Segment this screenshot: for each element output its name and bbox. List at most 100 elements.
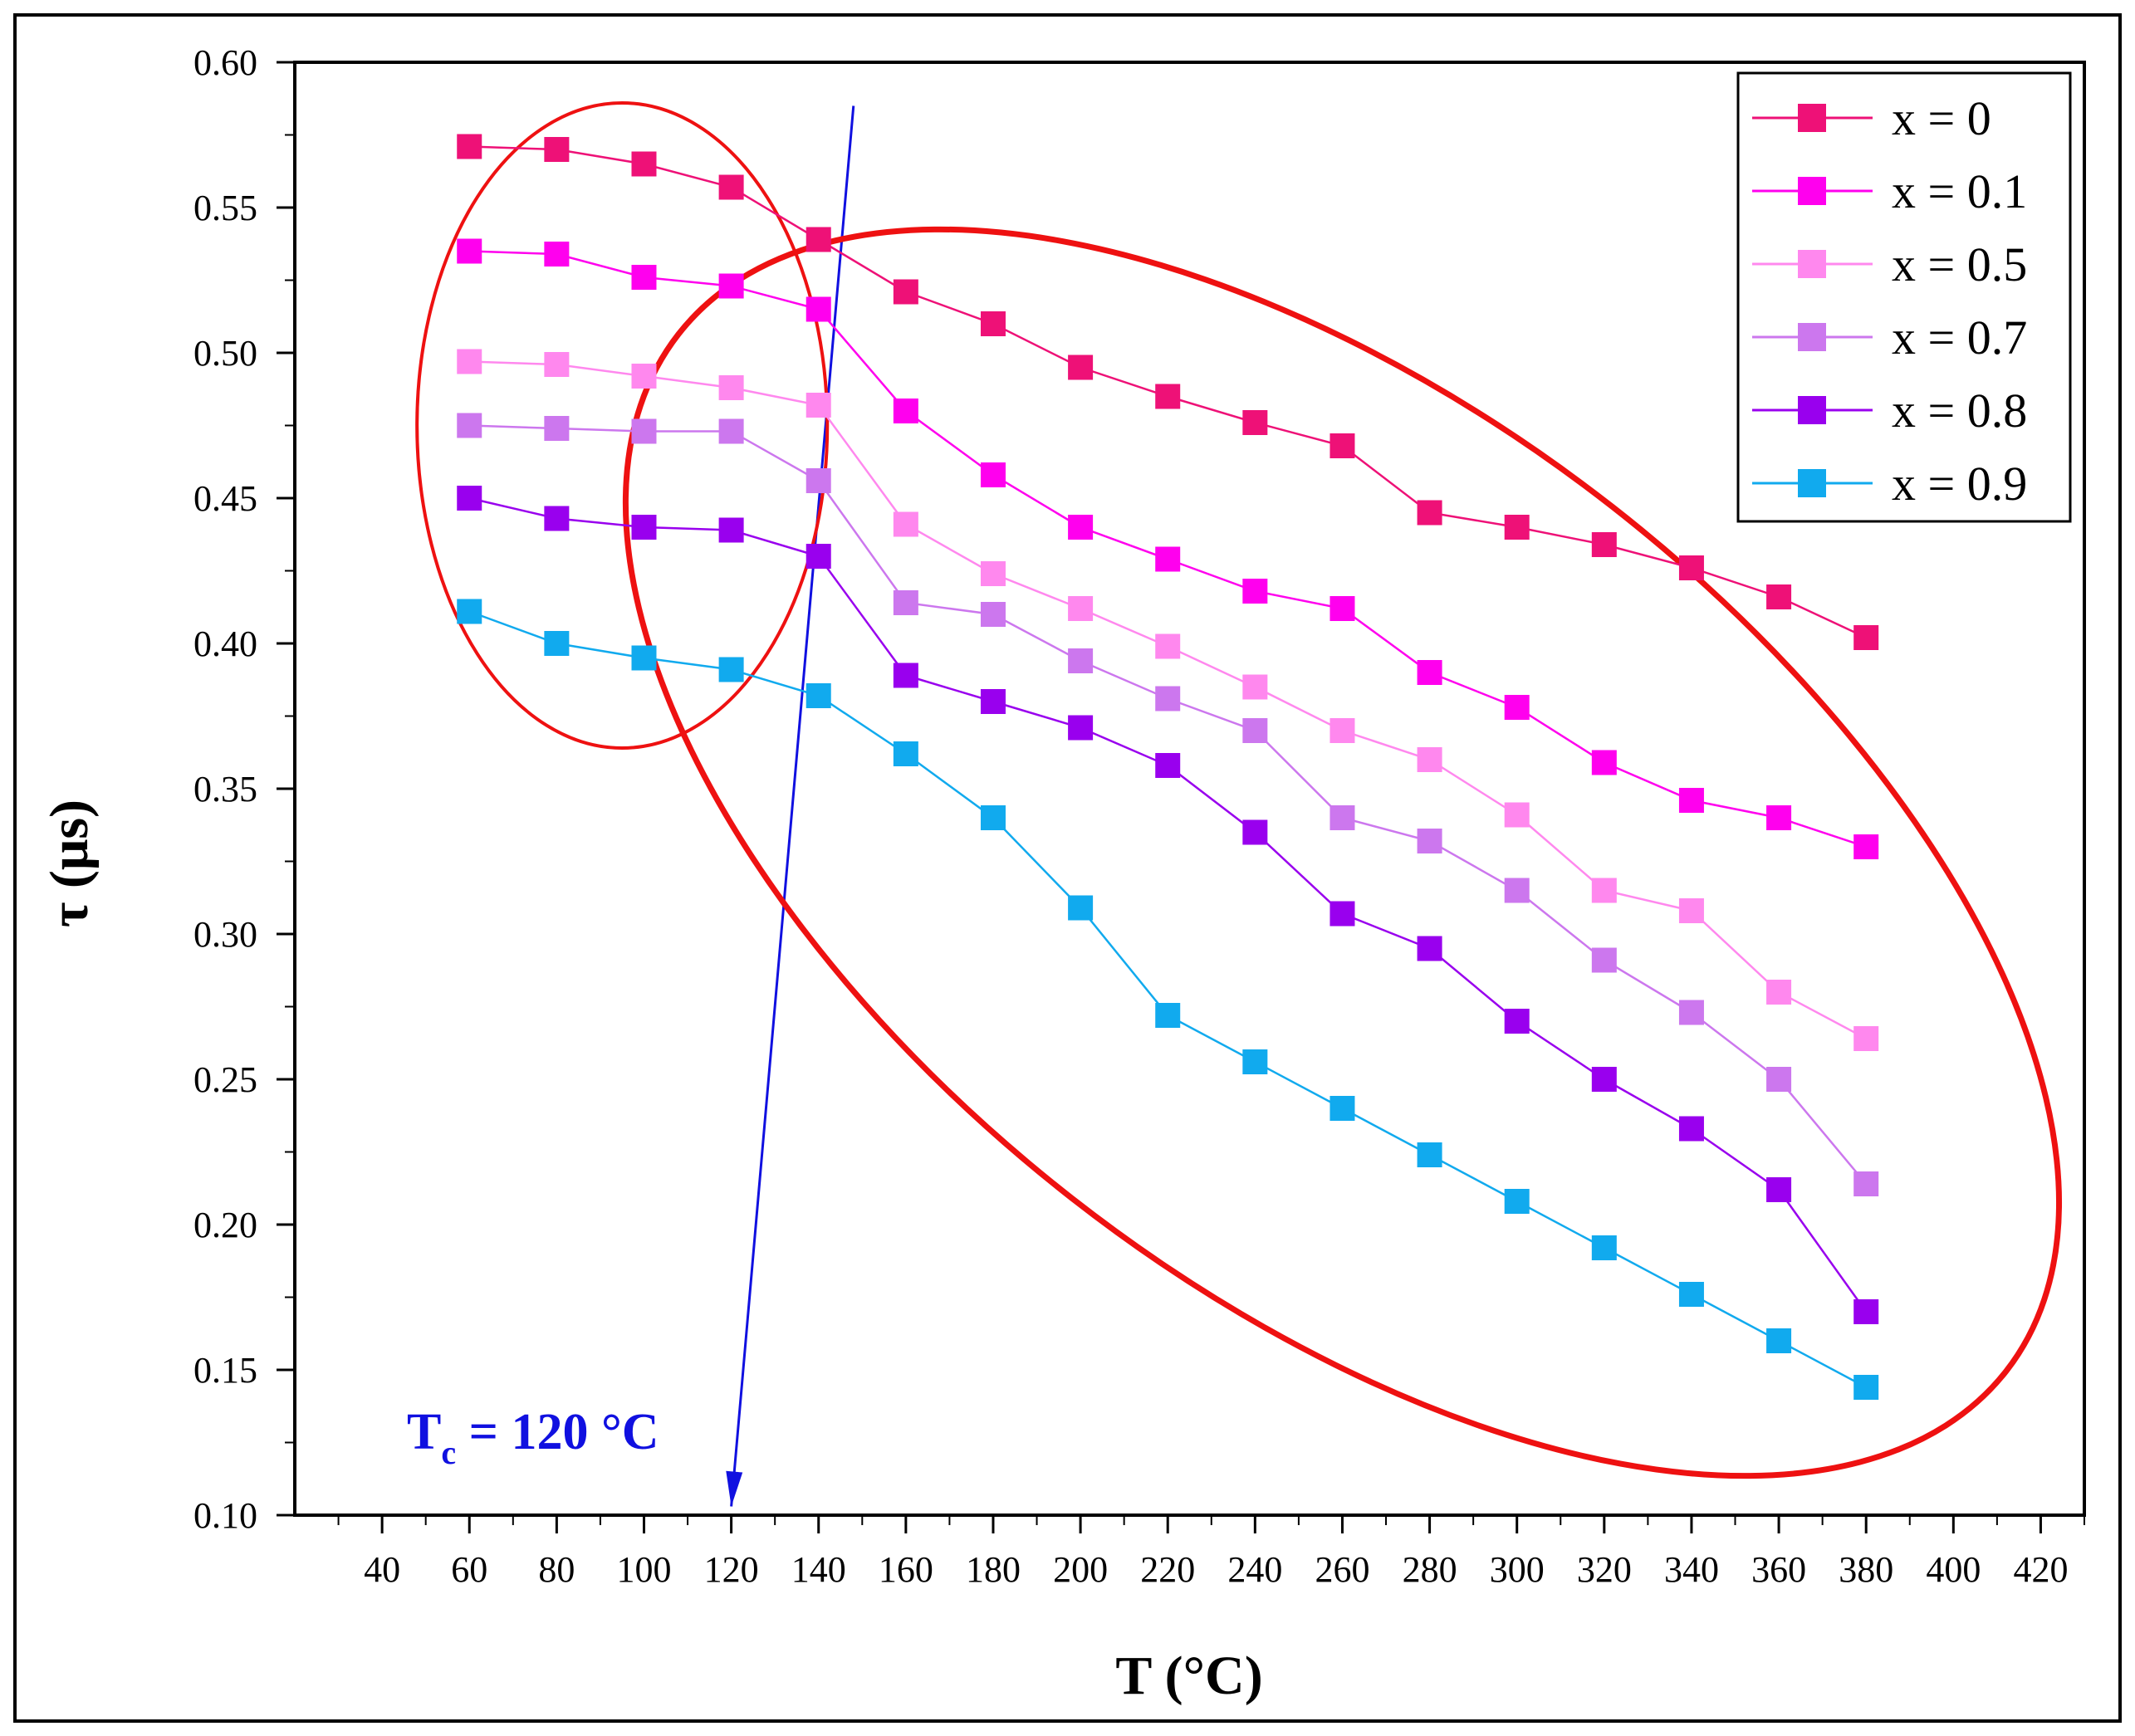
data-point: [1068, 515, 1094, 540]
series-5: [457, 599, 1879, 1400]
data-point: [718, 418, 744, 444]
tc-label-main: T: [407, 1404, 441, 1460]
data-point: [1504, 802, 1530, 828]
x-tick-label: 220: [1140, 1549, 1195, 1590]
y-tick-label: 0.10: [193, 1495, 257, 1536]
data-point: [980, 462, 1006, 487]
data-point: [1853, 1171, 1879, 1196]
legend-item: x = 0.7: [1752, 311, 2027, 364]
y-tick-label: 0.40: [193, 623, 257, 664]
data-point: [806, 544, 831, 569]
data-point: [1417, 829, 1442, 853]
legend-marker: [1798, 104, 1826, 132]
data-point: [1329, 718, 1355, 743]
data-point: [893, 511, 918, 537]
data-point: [1504, 1189, 1530, 1214]
y-tick-label: 0.60: [193, 42, 257, 83]
data-point: [1591, 1235, 1617, 1260]
x-tick-label: 320: [1577, 1549, 1632, 1590]
data-point: [1329, 433, 1355, 458]
x-tick-label: 380: [1839, 1549, 1893, 1590]
data-point: [806, 393, 831, 418]
legend: x = 0 x = 0.1 x = 0.5 x = 0.7 x = 0.8 x = 0.9: [1736, 71, 2072, 523]
data-point: [1591, 878, 1617, 903]
data-point: [1766, 1328, 1792, 1353]
data-point: [1068, 895, 1094, 921]
legend-box: [1736, 71, 2072, 523]
tc-label-rest: = 120 °C: [456, 1404, 659, 1460]
legend-marker: [1798, 177, 1826, 205]
tc-arrow-head: [726, 1470, 743, 1507]
data-point: [631, 265, 657, 290]
data-point: [1329, 596, 1355, 621]
data-point: [980, 602, 1006, 627]
data-point: [1678, 1116, 1704, 1142]
series-4: [457, 486, 1879, 1324]
x-tick-label: 80: [538, 1549, 575, 1590]
data-point: [718, 273, 744, 299]
data-point: [1068, 355, 1094, 380]
legend-label: x = 0.1: [1892, 164, 2027, 218]
data-point: [1155, 546, 1181, 572]
data-point: [1678, 788, 1704, 813]
data-point: [1068, 596, 1094, 621]
data-point: [1591, 532, 1617, 557]
data-point: [457, 238, 482, 264]
data-point: [631, 515, 657, 540]
legend-item: x = 0: [1752, 91, 1991, 145]
data-point: [457, 599, 482, 624]
data-point: [1417, 500, 1442, 526]
data-point: [806, 227, 831, 252]
x-tick-label: 200: [1053, 1549, 1108, 1590]
data-point: [544, 506, 570, 531]
y-axis-title: τ (μs): [39, 800, 100, 927]
x-tick-label: 40: [364, 1549, 400, 1590]
axis-ticks: 40 60 80 100 120 140 160 180 200 220 240 260 280 300 3…: [193, 42, 2085, 1590]
data-point: [893, 741, 918, 766]
legend-item: x = 0.5: [1752, 237, 2027, 291]
data-point: [1068, 715, 1094, 741]
x-tick-label: 260: [1315, 1549, 1369, 1590]
x-tick-label: 240: [1227, 1549, 1282, 1590]
data-point: [1766, 1067, 1792, 1092]
highlight-ellipse: [415, 101, 830, 750]
data-point: [1591, 1067, 1617, 1092]
data-point: [980, 805, 1006, 830]
x-tick-label: 140: [791, 1549, 846, 1590]
legend-marker: [1798, 323, 1826, 351]
data-point: [1853, 1375, 1879, 1400]
y-tick-label: 0.15: [193, 1350, 257, 1391]
data-point: [631, 418, 657, 444]
data-point: [893, 399, 918, 423]
data-point: [457, 134, 482, 159]
x-tick-label: 360: [1751, 1549, 1806, 1590]
series-group: [457, 134, 1879, 1400]
data-point: [1329, 805, 1355, 830]
data-point: [1504, 1009, 1530, 1034]
data-point: [1504, 515, 1530, 540]
series-1: [457, 238, 1879, 859]
data-point: [1242, 674, 1268, 700]
x-tick-label: 340: [1664, 1549, 1719, 1590]
y-tick-label: 0.25: [193, 1059, 257, 1100]
x-tick-label: 420: [2013, 1549, 2068, 1590]
x-tick-label: 120: [704, 1549, 759, 1590]
data-point: [980, 561, 1006, 586]
data-point: [1242, 718, 1268, 743]
data-point: [1591, 750, 1617, 775]
data-point: [1068, 648, 1094, 673]
data-point: [1853, 834, 1879, 859]
data-point: [980, 311, 1006, 336]
data-point: [1678, 1282, 1704, 1307]
legend-label: x = 0: [1892, 91, 1991, 145]
x-tick-label: 180: [966, 1549, 1021, 1590]
data-point: [1155, 753, 1181, 778]
data-point: [631, 364, 657, 389]
x-tick-label: 160: [879, 1549, 933, 1590]
data-point: [544, 631, 570, 656]
data-point: [1155, 686, 1181, 712]
annotations: Tc = 120 °C: [407, 101, 2063, 1507]
data-point: [631, 645, 657, 671]
y-tick-label: 0.50: [193, 333, 257, 374]
legend-marker: [1798, 469, 1826, 497]
